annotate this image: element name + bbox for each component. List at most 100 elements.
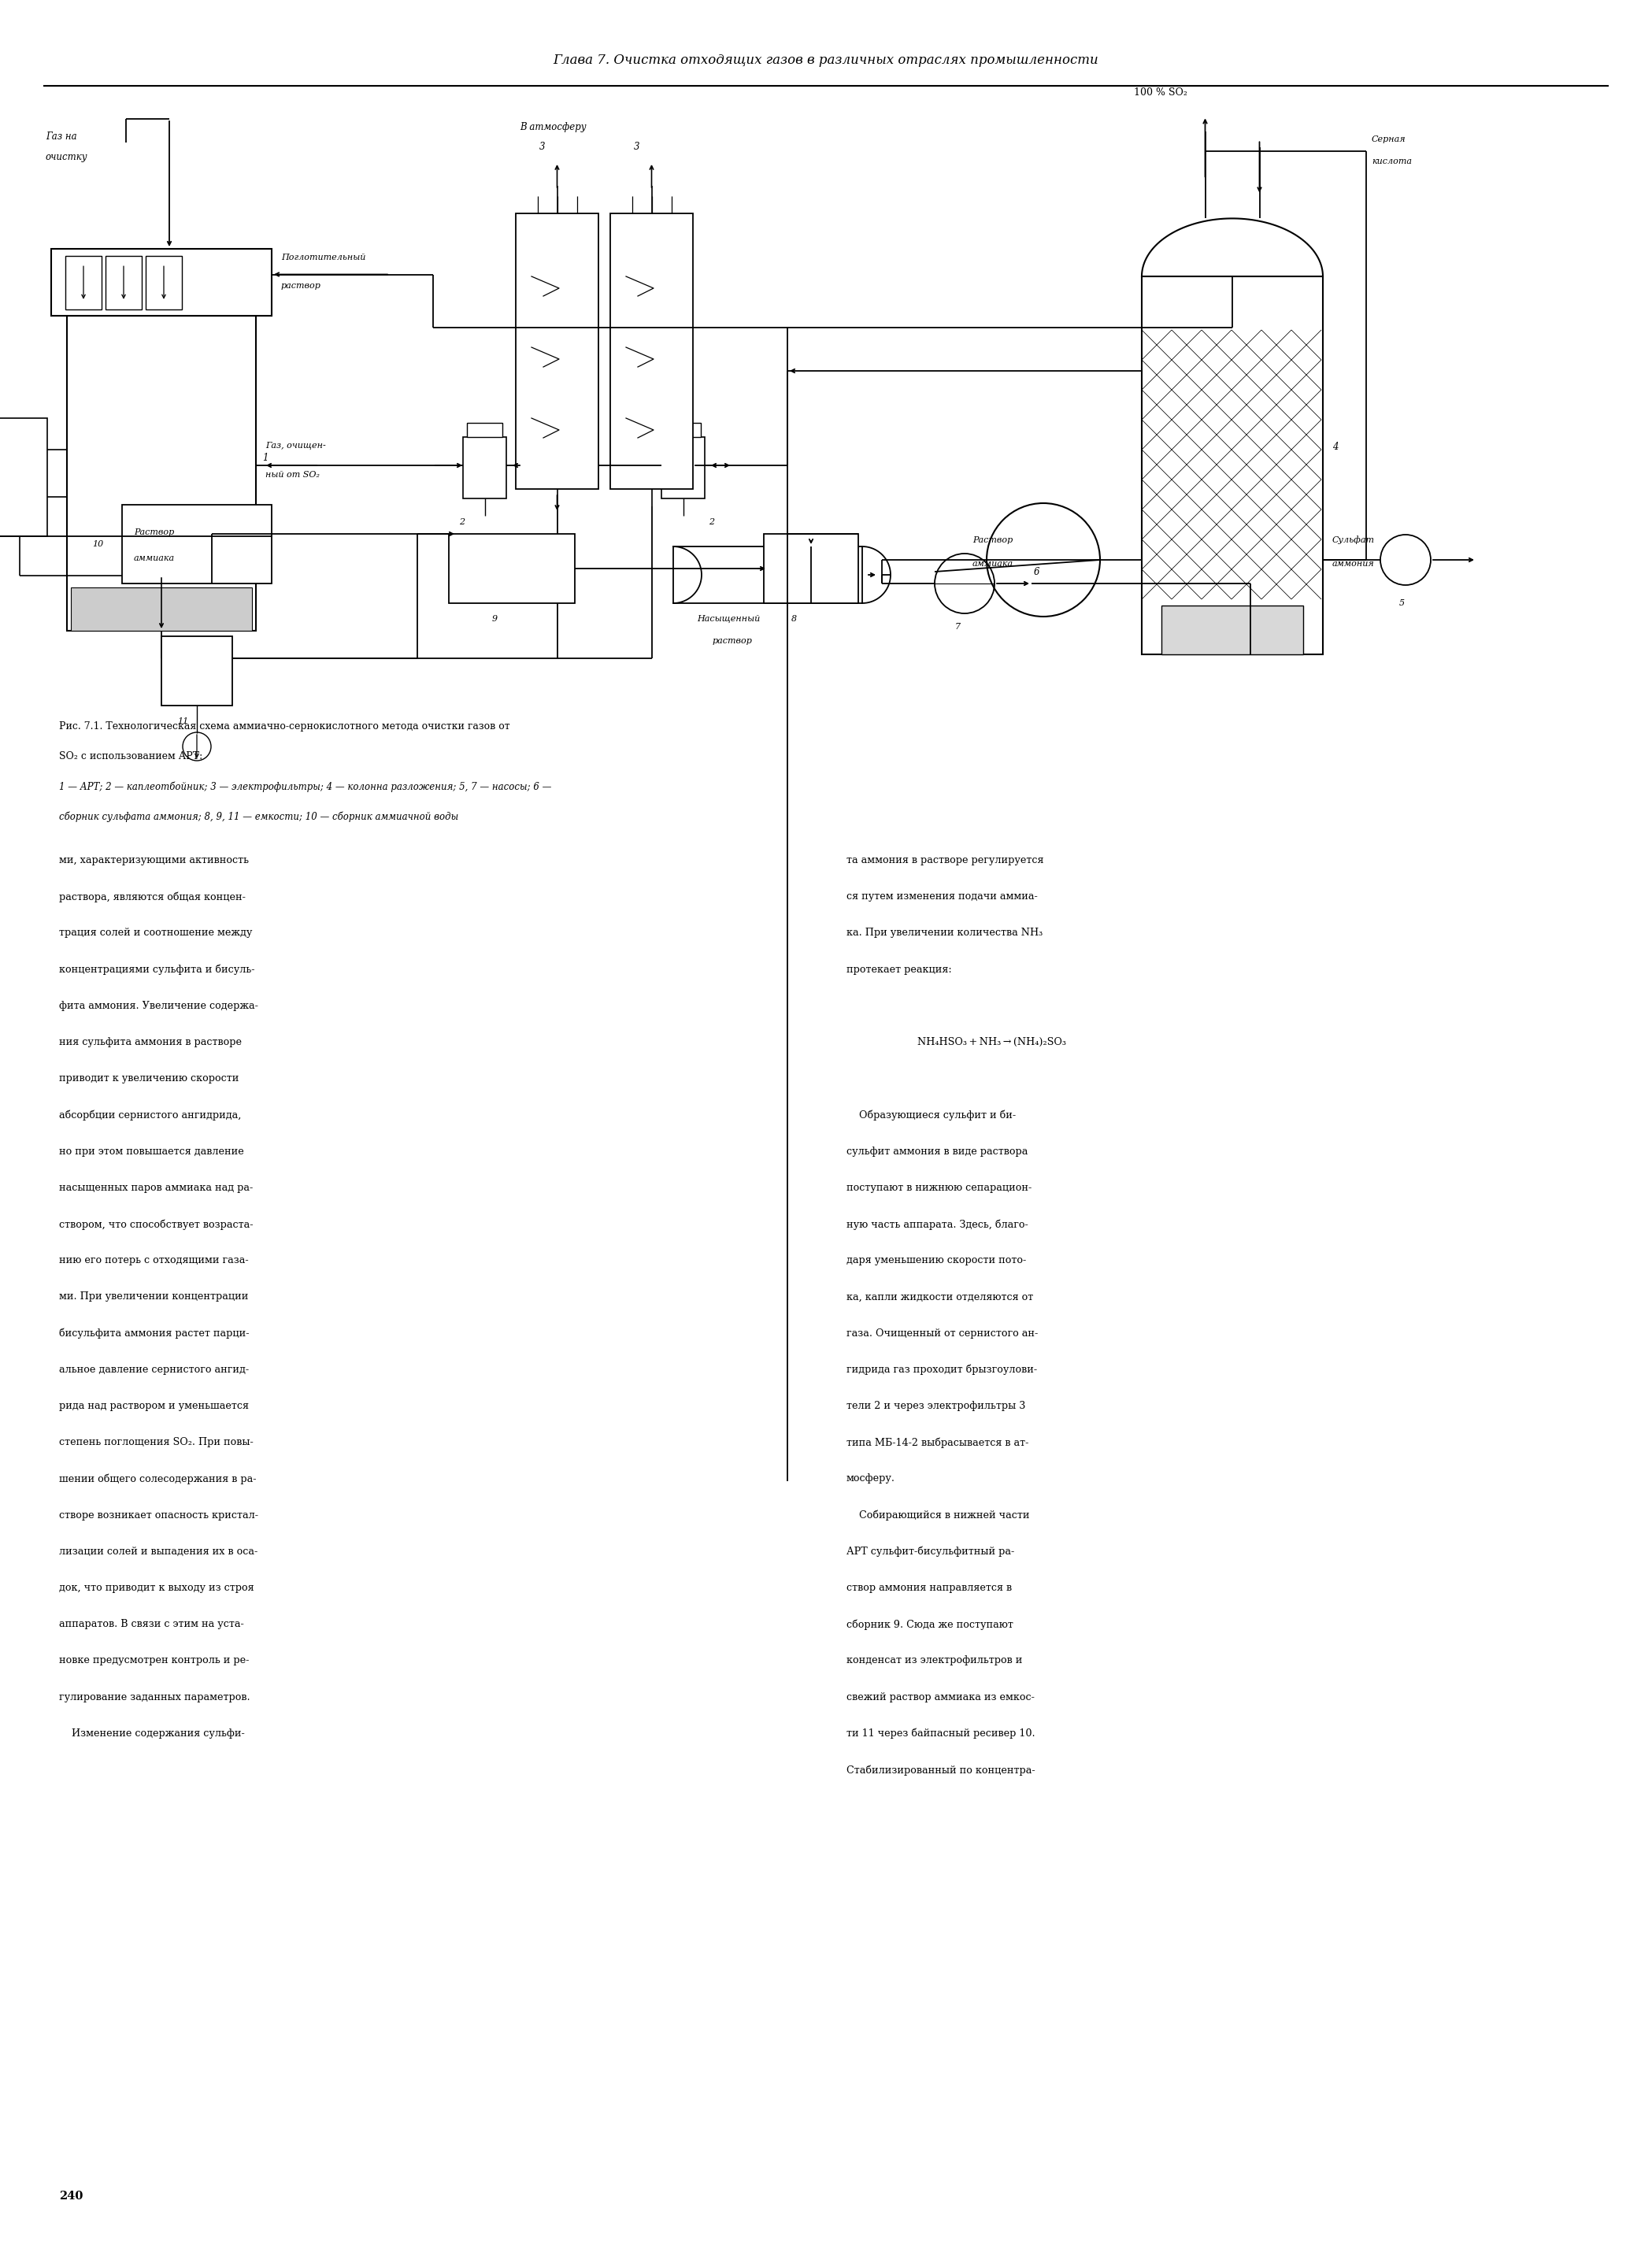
Text: очистку: очистку [46,153,88,162]
Text: раствор: раствор [712,638,753,644]
Bar [763,534,859,604]
Text: 5: 5 [1399,599,1404,606]
Text: аммония: аммония [1332,559,1374,568]
Text: газа. Очищенный от сернистого ан-: газа. Очищенный от сернистого ан- [846,1329,1037,1338]
Text: Собирающийся в нижней части: Собирающийся в нижней части [846,1511,1029,1520]
Text: гидрида газ проходит брызгоулови-: гидрида газ проходит брызгоулови- [846,1365,1037,1376]
Text: 7: 7 [955,622,961,631]
Text: рида над раствором и уменьшается: рида над раствором и уменьшается [59,1401,249,1412]
Bar [515,213,598,489]
Bar [106,256,142,310]
Text: АРТ сульфит-бисульфитный ра-: АРТ сульфит-бисульфитный ра- [846,1547,1014,1558]
Text: бисульфита аммония растет парци-: бисульфита аммония растет парци- [59,1329,249,1338]
Text: створе возникает опасность кристал-: створе возникает опасность кристал- [59,1511,258,1520]
Bar [666,422,700,438]
Text: новке предусмотрен контроль и ре-: новке предусмотрен контроль и ре- [59,1655,249,1666]
Text: 2: 2 [709,519,714,525]
Text: ка, капли жидкости отделяются от: ка, капли жидкости отделяются от [846,1291,1032,1302]
Text: ка. При увеличении количества NH₃: ка. При увеличении количества NH₃ [846,927,1042,938]
Text: 2: 2 [459,519,464,525]
Text: раствор: раствор [281,283,320,290]
Text: 6: 6 [1034,566,1039,577]
Text: сборник сульфата аммония; 8, 9, 11 — емкости; 10 — сборник аммиачной воды: сборник сульфата аммония; 8, 9, 11 — емк… [59,810,459,822]
Text: трация солей и соотношение между: трация солей и соотношение между [59,927,253,938]
Text: Стабилизированный по концентра-: Стабилизированный по концентра- [846,1765,1036,1776]
Text: створом, что способствует возраста-: створом, что способствует возраста- [59,1219,253,1230]
Text: сборник 9. Сюда же поступают: сборник 9. Сюда же поступают [846,1619,1013,1630]
Bar [162,635,233,705]
Bar [468,422,502,438]
Text: типа МБ-14-2 выбрасывается в ат-: типа МБ-14-2 выбрасывается в ат- [846,1437,1029,1448]
Text: створ аммония направляется в: створ аммония направляется в [846,1583,1013,1594]
Text: лизации солей и выпадения их в оса-: лизации солей и выпадения их в оса- [59,1547,258,1556]
Text: ную часть аппарата. Здесь, благо-: ную часть аппарата. Здесь, благо- [846,1219,1028,1230]
Text: 10: 10 [93,541,104,548]
Text: кислота: кислота [1371,157,1412,166]
Text: Газ, очищен-: Газ, очищен- [266,442,325,449]
Bar [68,317,256,631]
Text: 3: 3 [634,141,639,153]
Text: 4: 4 [1332,442,1338,451]
Bar [610,213,692,489]
Bar [145,256,182,310]
Text: мосферу.: мосферу. [846,1473,895,1484]
Bar [1142,276,1323,653]
Bar [1161,606,1303,653]
Text: Поглотительный: Поглотительный [281,254,365,260]
Text: SO₂ с использованием АРТ:: SO₂ с использованием АРТ: [59,752,203,761]
Text: абсорбции сернистого ангидрида,: абсорбции сернистого ангидрида, [59,1109,241,1120]
Text: Глава 7. Очистка отходящих газов в различных отраслях промышленности: Глава 7. Очистка отходящих газов в разли… [553,54,1099,67]
Text: концентрациями сульфита и бисуль-: концентрациями сульфита и бисуль- [59,965,254,974]
Text: гулирование заданных параметров.: гулирование заданных параметров. [59,1693,249,1702]
Text: сульфит аммония в виде раствора: сульфит аммония в виде раствора [846,1147,1028,1156]
Text: ми, характеризующими активность: ми, характеризующими активность [59,855,249,864]
Text: шении общего солесодержания в ра-: шении общего солесодержания в ра- [59,1473,256,1484]
Text: Насыщенный: Насыщенный [697,615,760,622]
Text: нию его потерь с отходящими газа-: нию его потерь с отходящими газа- [59,1255,248,1266]
Text: 3: 3 [540,141,545,153]
Text: фита аммония. Увеличение содержа-: фита аммония. Увеличение содержа- [59,1001,258,1010]
Text: поступают в нижнюю сепарацион-: поступают в нижнюю сепарацион- [846,1183,1032,1192]
Text: та аммония в растворе регулируется: та аммония в растворе регулируется [846,855,1044,864]
Text: Раствор: Раствор [973,537,1013,543]
Text: но при этом повышается давление: но при этом повышается давление [59,1147,244,1156]
Bar [71,588,253,631]
Text: 11: 11 [177,718,188,725]
Text: ся путем изменения подачи аммиа-: ся путем изменения подачи аммиа- [846,891,1037,902]
Text: аппаратов. В связи с этим на уста-: аппаратов. В связи с этим на уста- [59,1619,244,1630]
Text: В атмосферу: В атмосферу [520,121,586,132]
Text: протекает реакция:: протекает реакция: [846,965,952,974]
Text: Серная: Серная [1371,135,1406,144]
Text: Сульфат: Сульфат [1332,537,1374,546]
Text: 240: 240 [59,2191,83,2202]
Text: ния сульфита аммония в растворе: ния сульфита аммония в растворе [59,1037,241,1048]
Text: свежий раствор аммиака из емкос-: свежий раствор аммиака из емкос- [846,1693,1034,1702]
Text: NH₄HSO₃ + NH₃ → (NH₄)₂SO₃: NH₄HSO₃ + NH₃ → (NH₄)₂SO₃ [917,1037,1066,1048]
Text: 8: 8 [791,615,796,622]
Text: степень поглощения SO₂. При повы-: степень поглощения SO₂. При повы- [59,1437,253,1448]
Bar [661,438,705,498]
Text: тели 2 и через электрофильтры 3: тели 2 и через электрофильтры 3 [846,1401,1026,1412]
Text: ми. При увеличении концентрации: ми. При увеличении концентрации [59,1291,248,1302]
Text: док, что приводит к выходу из строя: док, что приводит к выходу из строя [59,1583,254,1594]
Text: аммиака: аммиака [134,555,175,561]
Text: Раствор: Раствор [134,528,173,537]
Text: 9: 9 [492,615,497,622]
Text: Рис. 7.1. Технологическая схема аммиачно-сернокислотного метода очистки газов от: Рис. 7.1. Технологическая схема аммиачно… [59,721,510,732]
Bar [674,546,862,604]
Bar [122,505,271,584]
Text: 100 % SO₂: 100 % SO₂ [1133,88,1188,97]
Text: Газ на: Газ на [46,130,78,141]
Text: аммиака: аммиака [973,559,1014,568]
Bar [449,534,575,604]
Bar [51,249,271,317]
Text: 1 — АРТ; 2 — каплеотбойник; 3 — электрофильтры; 4 — колонна разложения; 5, 7 — н: 1 — АРТ; 2 — каплеотбойник; 3 — электроф… [59,781,552,792]
Text: конденсат из электрофильтров и: конденсат из электрофильтров и [846,1655,1023,1666]
Text: ный от SO₂: ный от SO₂ [266,471,320,478]
Text: раствора, являются общая концен-: раствора, являются общая концен- [59,891,246,902]
Text: даря уменьшению скорости пото-: даря уменьшению скорости пото- [846,1255,1026,1266]
Text: 1: 1 [263,453,268,462]
Text: приводит к увеличению скорости: приводит к увеличению скорости [59,1073,240,1084]
Text: ти 11 через байпасный ресивер 10.: ти 11 через байпасный ресивер 10. [846,1729,1036,1740]
Text: насыщенных паров аммиака над ра-: насыщенных паров аммиака над ра- [59,1183,253,1192]
